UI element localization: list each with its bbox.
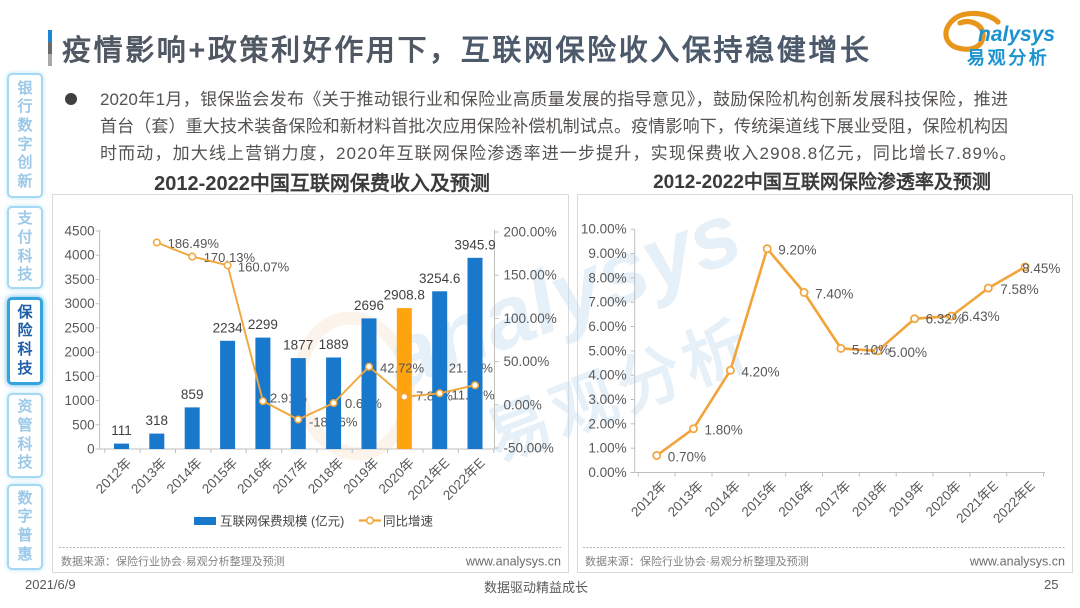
svg-text:4000: 4000 [65, 248, 95, 263]
svg-text:10.00%: 10.00% [581, 222, 627, 237]
svg-text:7.40%: 7.40% [815, 287, 853, 302]
svg-text:数据来源：保险行业协会·易观分析整理及预测: 数据来源：保险行业协会·易观分析整理及预测 [61, 554, 285, 568]
svg-text:2.00%: 2.00% [588, 416, 626, 431]
svg-text:2908.8: 2908.8 [384, 288, 425, 303]
svg-text:4500: 4500 [65, 224, 95, 239]
svg-text:1889: 1889 [319, 337, 349, 352]
svg-text:1877: 1877 [283, 338, 313, 353]
svg-text:2017年: 2017年 [270, 455, 311, 496]
svg-text:同比增速: 同比增速 [383, 514, 434, 529]
svg-text:2019年: 2019年 [340, 455, 381, 496]
svg-text:2017年: 2017年 [812, 478, 853, 519]
svg-text:150.00%: 150.00% [504, 268, 557, 283]
svg-text:170.13%: 170.13% [204, 250, 256, 265]
svg-text:1.00%: 1.00% [588, 441, 626, 456]
svg-text:6.43%: 6.43% [961, 309, 999, 324]
svg-text:8.45%: 8.45% [1022, 261, 1060, 276]
svg-text:www.analysys.cn: www.analysys.cn [969, 555, 1065, 569]
svg-text:2015年: 2015年 [739, 478, 780, 519]
svg-text:5.00%: 5.00% [889, 345, 927, 360]
svg-text:7.58%: 7.58% [1000, 282, 1038, 297]
svg-text:2234: 2234 [213, 320, 244, 335]
svg-text:2013年: 2013年 [128, 455, 169, 496]
svg-text:4.00%: 4.00% [588, 368, 626, 383]
svg-text:5.10%: 5.10% [852, 342, 890, 357]
svg-text:7.00%: 7.00% [588, 295, 626, 310]
svg-text:1000: 1000 [65, 393, 95, 408]
svg-text:3.00%: 3.00% [588, 392, 626, 407]
svg-text:4.20%: 4.20% [741, 364, 779, 379]
svg-text:160.07%: 160.07% [238, 260, 290, 275]
svg-text:500: 500 [72, 417, 95, 432]
svg-text:2018年: 2018年 [849, 478, 890, 519]
svg-text:2012年: 2012年 [628, 478, 669, 519]
svg-text:6.32%: 6.32% [926, 312, 964, 327]
svg-text:42.72%: 42.72% [380, 361, 425, 376]
svg-text:2014年: 2014年 [164, 455, 205, 496]
svg-text:2016年: 2016年 [234, 455, 275, 496]
svg-text:2013年: 2013年 [665, 478, 706, 519]
svg-text:2014年: 2014年 [702, 478, 743, 519]
svg-text:111: 111 [111, 423, 132, 438]
svg-text:0: 0 [87, 442, 95, 457]
svg-text:2000: 2000 [65, 345, 95, 360]
svg-text:3500: 3500 [65, 272, 95, 287]
svg-text:859: 859 [181, 387, 204, 402]
svg-text:1500: 1500 [65, 369, 95, 384]
svg-text:2019年: 2019年 [886, 478, 927, 519]
svg-text:0.70%: 0.70% [668, 450, 706, 465]
svg-text:0.00%: 0.00% [504, 397, 542, 412]
svg-text:2696: 2696 [354, 298, 384, 313]
svg-text:3000: 3000 [65, 296, 95, 311]
svg-text:1.80%: 1.80% [705, 423, 743, 438]
svg-text:9.20%: 9.20% [778, 243, 816, 258]
svg-text:2015年: 2015年 [199, 455, 240, 496]
svg-text:0.00%: 0.00% [588, 465, 626, 480]
svg-text:www.analysys.cn: www.analysys.cn [465, 555, 561, 569]
svg-text:-50.00%: -50.00% [504, 441, 554, 456]
svg-text:9.00%: 9.00% [588, 246, 626, 261]
svg-text:5.00%: 5.00% [588, 343, 626, 358]
svg-text:2012年: 2012年 [93, 455, 134, 496]
svg-text:6.00%: 6.00% [588, 319, 626, 334]
svg-text:2299: 2299 [248, 317, 278, 332]
svg-text:200.00%: 200.00% [504, 225, 557, 240]
svg-text:2500: 2500 [65, 320, 95, 335]
svg-text:3945.9: 3945.9 [454, 237, 495, 252]
svg-text:2018年: 2018年 [305, 455, 346, 496]
svg-text:数据来源：保险行业协会·易观分析整理及预测: 数据来源：保险行业协会·易观分析整理及预测 [585, 554, 809, 568]
svg-text:318: 318 [146, 413, 169, 428]
svg-text:2016年: 2016年 [775, 478, 816, 519]
svg-text:100.00%: 100.00% [504, 311, 557, 326]
svg-text:互联网保费规模 (亿元): 互联网保费规模 (亿元) [220, 514, 344, 529]
svg-text:8.00%: 8.00% [588, 270, 626, 285]
svg-text:186.49%: 186.49% [168, 236, 220, 251]
svg-text:50.00%: 50.00% [504, 354, 550, 369]
svg-text:易观分析: 易观分析 [967, 47, 1049, 68]
svg-text:3254.6: 3254.6 [419, 271, 460, 286]
svg-text:nalysys: nalysys [978, 23, 1055, 46]
